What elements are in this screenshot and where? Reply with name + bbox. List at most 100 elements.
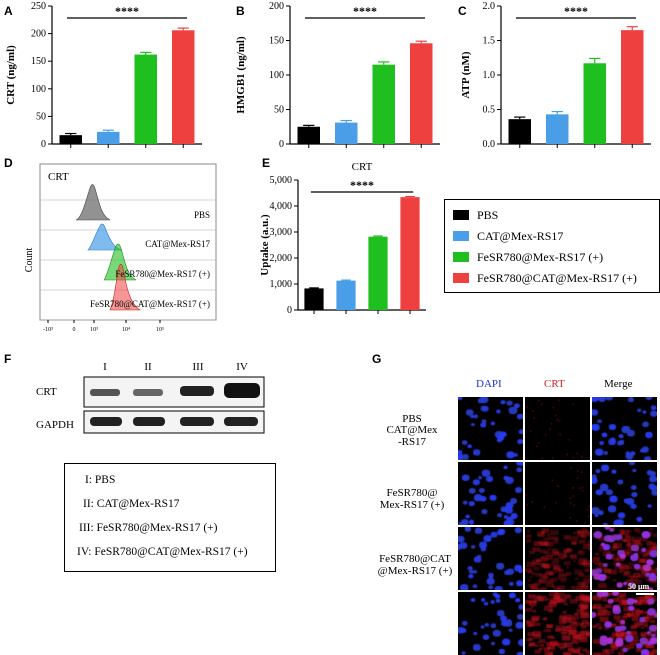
y-tick-label-C-3: 1.5 bbox=[483, 36, 496, 47]
legend-swatch-1 bbox=[453, 231, 469, 241]
micro-image-r0-c1 bbox=[525, 397, 590, 460]
flow-row-label-0: PBS bbox=[194, 210, 210, 220]
y-tick-label-B-0: 0 bbox=[279, 139, 284, 150]
micro-image-r3-c0 bbox=[458, 592, 523, 655]
legend-swatch-3 bbox=[453, 273, 469, 283]
y-tick-label-A-3: 150 bbox=[31, 56, 46, 67]
micro-row-label-3: FeSR780@CAT @Mex-RS17 (+) bbox=[377, 553, 453, 577]
panel-label-d: D bbox=[4, 156, 13, 170]
blot-row-crt: CRT bbox=[36, 386, 57, 398]
micro-image-r2-c0 bbox=[458, 527, 523, 590]
group-key-2: III: FeSR780@Mex-RS17 (+) bbox=[79, 522, 218, 534]
y-tick-label-E-2: 2,000 bbox=[270, 253, 293, 264]
micro-row-label-1: CAT@Mex -RS17 bbox=[386, 424, 438, 448]
group-key-box: I: PBS II: CAT@Mex-RS17 III: FeSR780@Mex… bbox=[64, 463, 276, 572]
panel-label-b: B bbox=[236, 4, 245, 18]
blot-band-crt-3 bbox=[224, 383, 260, 398]
bar-C-0 bbox=[508, 119, 531, 144]
micro-col-merge: Merge bbox=[604, 378, 633, 390]
blot-lane-2: III bbox=[193, 361, 204, 373]
blot-band-crt-0 bbox=[90, 389, 120, 396]
micro-image-r3-c2 bbox=[592, 592, 657, 655]
bar-E-0 bbox=[304, 288, 324, 310]
sig-stars-B: **** bbox=[353, 4, 377, 18]
y-tick-label-C-0: 0.0 bbox=[483, 139, 496, 150]
blot-band-gapdh-0 bbox=[90, 417, 122, 426]
micro-image-r1-c2 bbox=[592, 462, 657, 525]
sig-stars-E: **** bbox=[350, 178, 374, 192]
micro-col-crt: CRT bbox=[544, 378, 565, 390]
legend-label-2: FeSR780@Mex-RS17 (+) bbox=[477, 249, 604, 264]
flow-peak-cat bbox=[87, 223, 123, 251]
legend-item-3: FeSR780@CAT@Mex-RS17 (+) bbox=[453, 269, 637, 287]
micro-image-r2-c1 bbox=[525, 527, 590, 590]
y-label-E: Uptake (a.u.) bbox=[260, 214, 271, 276]
panel-label-c: C bbox=[458, 4, 467, 18]
blot-lane-0: I bbox=[103, 361, 107, 373]
bar-A-2 bbox=[134, 54, 157, 144]
y-label-C: ATP (nM) bbox=[460, 51, 472, 98]
flow-row-label-3: FeSR780@CAT@Mex-RS17 (+) bbox=[90, 299, 210, 309]
y-label-A: CRT (ng/ml) bbox=[5, 45, 17, 105]
y-tick-label-E-0: 0 bbox=[287, 305, 292, 316]
flow-ylabel: Count bbox=[24, 248, 35, 273]
legend-swatch-0 bbox=[453, 210, 469, 220]
blot-band-gapdh-2 bbox=[180, 417, 214, 426]
flow-xtick-3: 10⁴ bbox=[122, 327, 130, 333]
bar-B-3 bbox=[410, 43, 433, 145]
bar-C-2 bbox=[583, 63, 606, 144]
micro-image-r1-c1 bbox=[525, 462, 590, 525]
bar-A-0 bbox=[59, 135, 82, 144]
y-label-B: HMGB1 (ng/ml) bbox=[235, 36, 247, 114]
blot-lane-3: IV bbox=[236, 361, 248, 373]
group-key-0: I: PBS bbox=[85, 474, 116, 486]
legend-item-1: CAT@Mex-RS17 bbox=[453, 227, 563, 245]
y-tick-label-A-2: 100 bbox=[31, 84, 46, 95]
y-tick-label-A-5: 250 bbox=[31, 1, 46, 12]
flow-peak-fesr-cat bbox=[109, 263, 142, 311]
flow-xtick-1: 0 bbox=[73, 327, 76, 333]
blot-band-crt-2 bbox=[180, 386, 214, 396]
flow-peak-fesr-mex bbox=[103, 243, 137, 281]
legend-label-3: FeSR780@CAT@Mex-RS17 (+) bbox=[477, 270, 637, 285]
y-tick-label-E-3: 3,000 bbox=[270, 227, 293, 238]
micro-image-r1-c0 bbox=[458, 462, 523, 525]
legend-label-0: PBS bbox=[477, 207, 499, 222]
micro-image-r3-c1 bbox=[525, 592, 590, 655]
y-tick-label-A-0: 0 bbox=[41, 139, 46, 150]
group-key-3: IV: FeSR780@CAT@Mex-RS17 (+) bbox=[77, 546, 248, 558]
flow-title: CRT bbox=[48, 171, 69, 183]
bar-B-0 bbox=[297, 126, 320, 144]
chart-c: 0.0 0.5 1.0 1.5 2.0 ATP (nM) **** bbox=[460, 1, 651, 150]
chart-title-E: CRT bbox=[352, 161, 373, 173]
sig-stars-C: **** bbox=[564, 4, 588, 18]
y-tick-label-C-4: 2.0 bbox=[483, 1, 496, 12]
bar-E-1 bbox=[336, 280, 356, 310]
blot-lane-1: II bbox=[144, 361, 152, 373]
flow-xtick-4: 10⁵ bbox=[156, 327, 164, 333]
panel-label-a: A bbox=[4, 4, 13, 18]
sig-stars-A: **** bbox=[115, 4, 139, 18]
y-tick-label-B-2: 100 bbox=[269, 70, 284, 81]
western-blot: I II III IV CRT GAPDH bbox=[36, 361, 265, 434]
bar-B-1 bbox=[335, 122, 358, 144]
blot-band-gapdh-3 bbox=[224, 417, 258, 426]
scale-bar-label: 50 μm bbox=[628, 582, 650, 591]
chart-a: 0 50 100 150 200 250 CRT (ng/ml) **** bbox=[5, 1, 202, 150]
micro-grid bbox=[458, 397, 658, 655]
panel-label-g: G bbox=[372, 352, 382, 366]
flow-xtick-2: 10³ bbox=[90, 327, 98, 333]
flow-xtick-0: -10³ bbox=[43, 327, 53, 333]
blot-band-crt-1 bbox=[133, 389, 163, 396]
panel-label-f: F bbox=[4, 352, 12, 366]
micro-image-r0-c0 bbox=[458, 397, 523, 460]
flow-peak-pbs bbox=[75, 184, 111, 221]
bar-A-1 bbox=[97, 131, 120, 144]
bar-E-3 bbox=[400, 197, 420, 310]
panel-label-e: E bbox=[262, 156, 271, 170]
bar-B-2 bbox=[372, 64, 395, 144]
chart-e: 0 1,000 2,000 3,000 4,000 5,000 Uptake (a.u.) C… bbox=[260, 161, 426, 316]
y-tick-label-B-3: 150 bbox=[269, 36, 284, 47]
blot-row-gapdh: GAPDH bbox=[36, 419, 74, 431]
legend-box: PBS CAT@Mex-RS17 FeSR780@Mex-RS17 (+) Fe… bbox=[444, 199, 660, 293]
